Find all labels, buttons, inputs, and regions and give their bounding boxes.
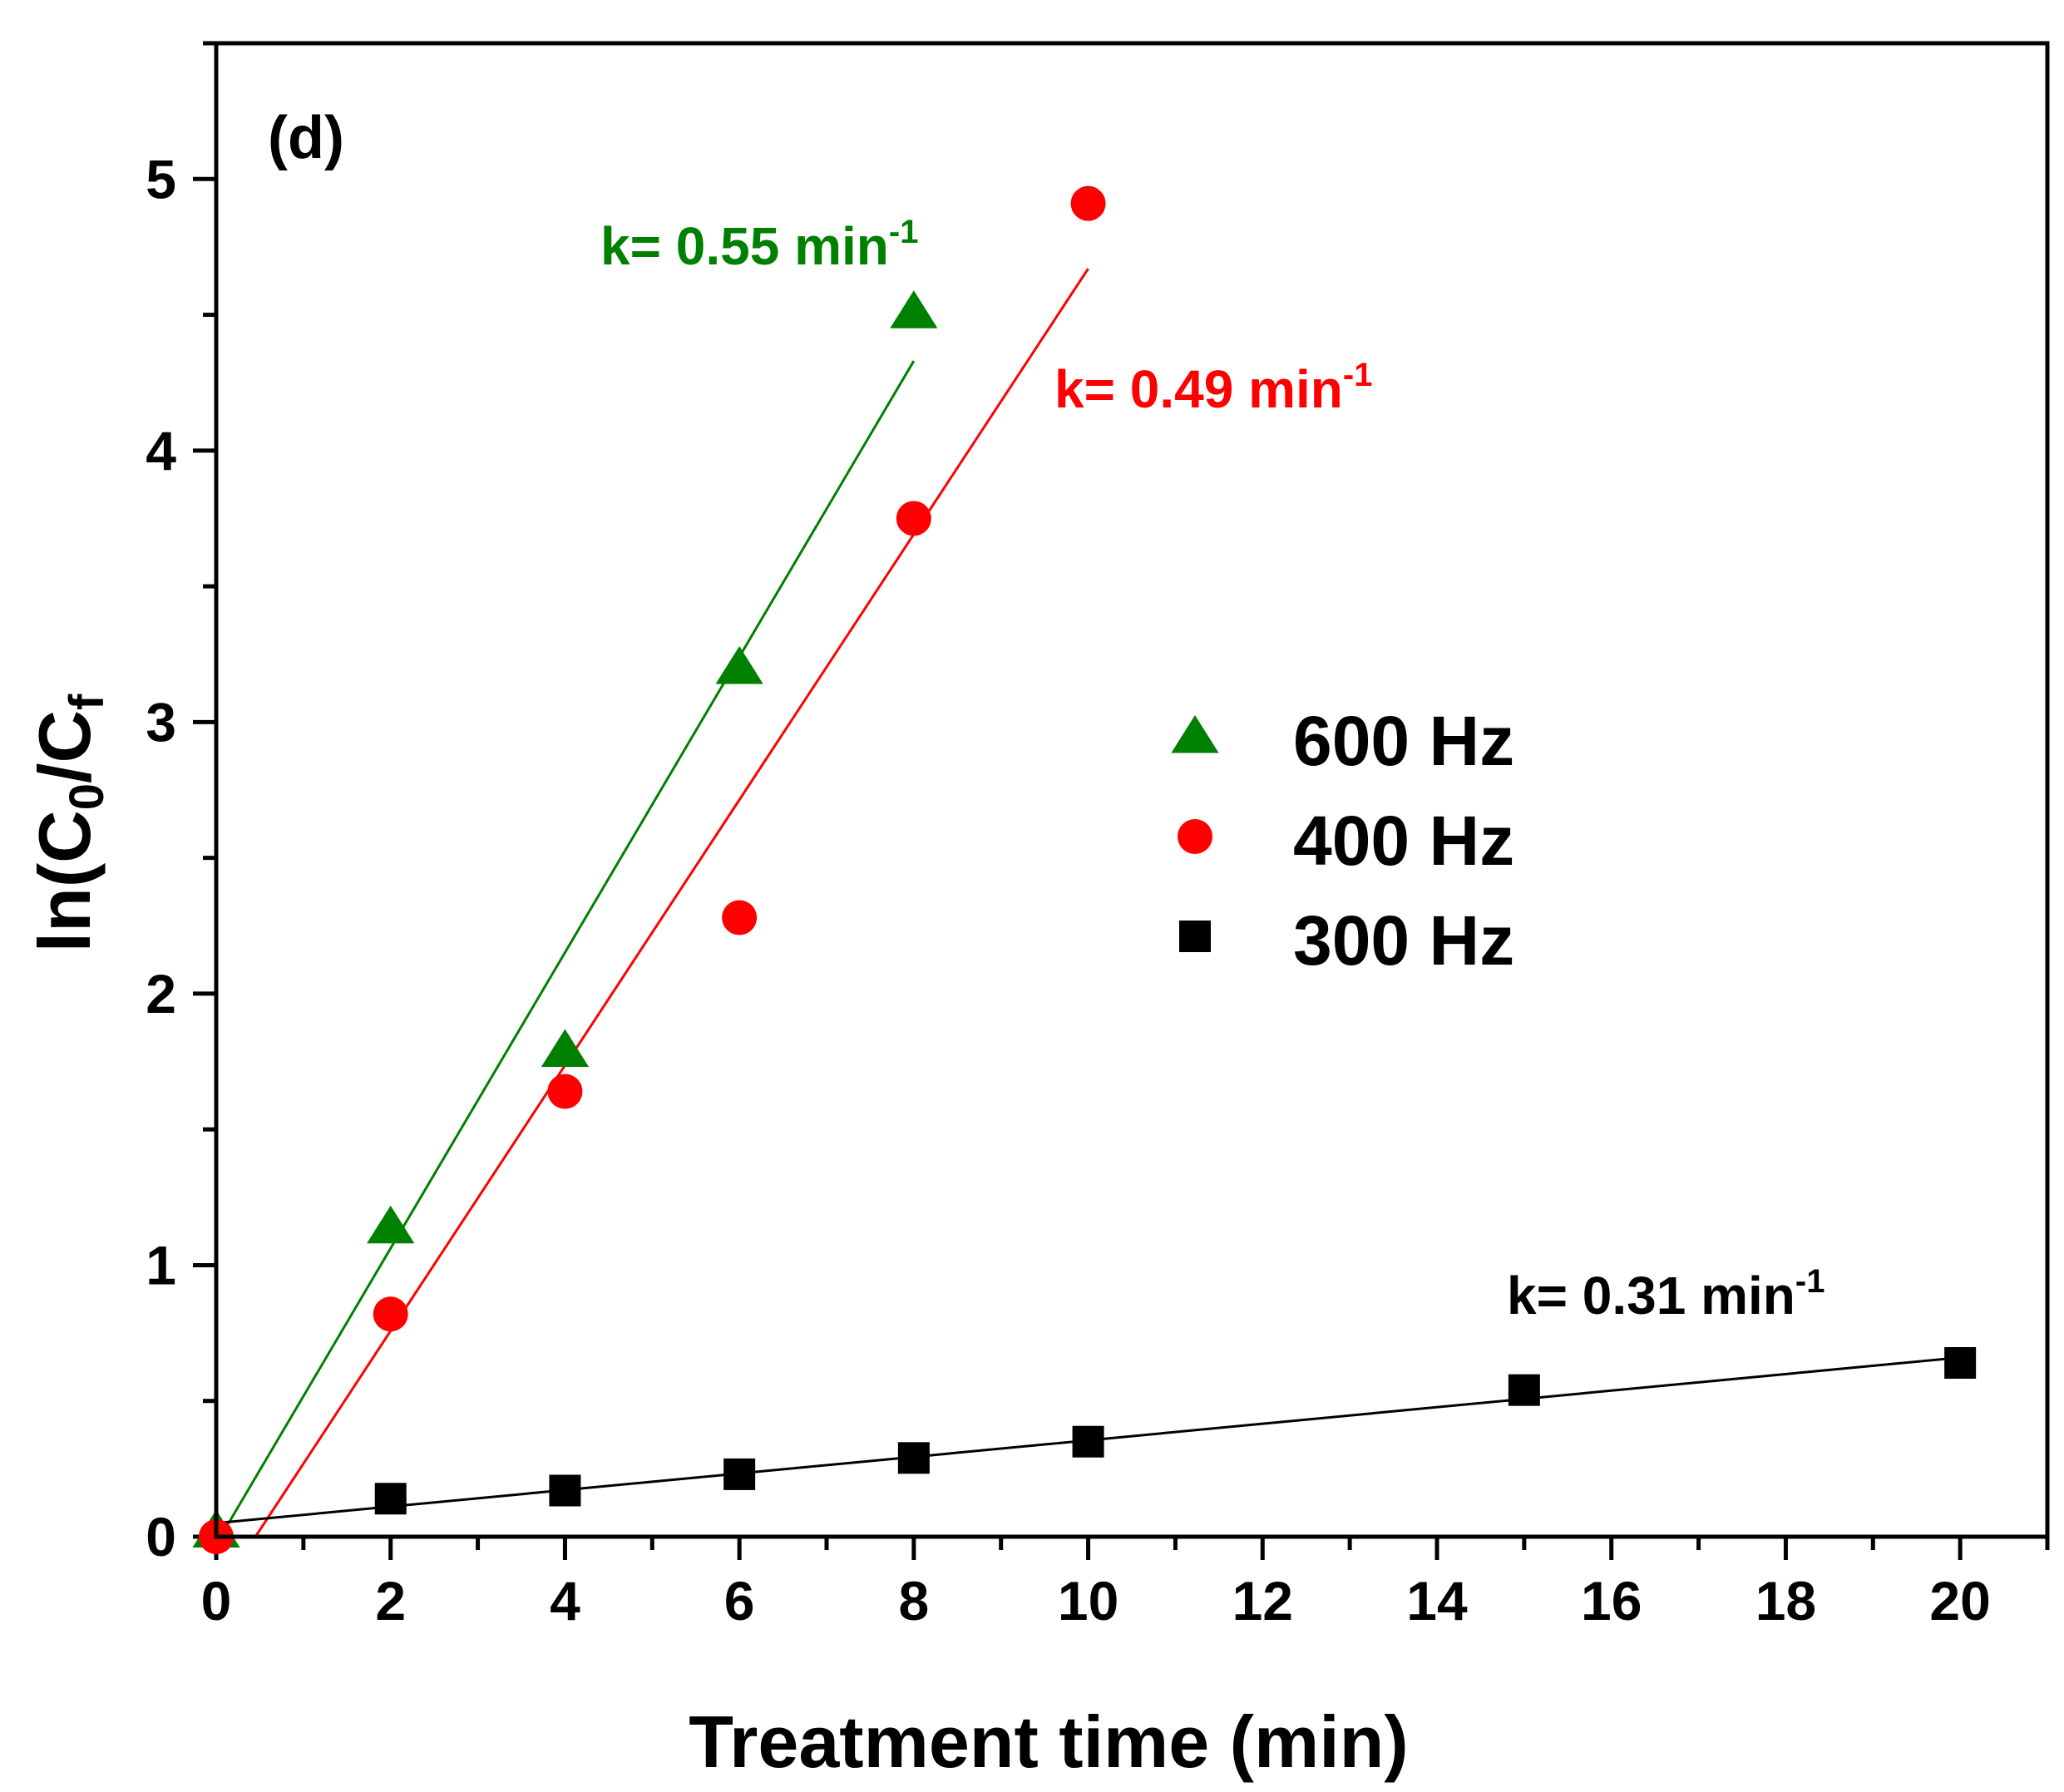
- x-tick-label: 10: [1058, 1570, 1118, 1632]
- data-point: [723, 1458, 756, 1490]
- fit-lines: [215, 268, 1961, 1538]
- data-point: [547, 1074, 583, 1109]
- y-tick-label: 3: [146, 691, 176, 753]
- k-label-600hz: k= 0.55 min-1: [600, 214, 918, 276]
- x-tick-label: 0: [201, 1570, 232, 1632]
- data-point: [374, 1483, 407, 1515]
- y-axis-title-base: ln(C: [23, 810, 106, 952]
- legend-label-400hz: 400 Hz: [1293, 802, 1514, 880]
- data-markers: [192, 185, 1977, 1554]
- data-point: [890, 290, 938, 328]
- y-tick-label: 1: [146, 1234, 176, 1296]
- data-point: [373, 1296, 408, 1332]
- fit-line: [219, 360, 916, 1538]
- x-tick-label: 6: [724, 1570, 755, 1632]
- y-axis-title-sub2: f: [60, 694, 114, 710]
- panel-label: (d): [268, 105, 344, 171]
- k-label-300hz: k= 0.31 min-1: [1507, 1263, 1825, 1325]
- data-point: [722, 900, 758, 935]
- k-label-300hz-sup: -1: [1795, 1263, 1825, 1300]
- plot-frame: [214, 41, 2050, 1539]
- data-point: [1072, 1425, 1104, 1458]
- data-point: [1944, 1347, 1977, 1380]
- y-tick-label: 0: [146, 1506, 176, 1567]
- x-tick-label: 12: [1232, 1570, 1293, 1632]
- legend-marker: [1178, 819, 1212, 854]
- y-axis-title-sub1: 0: [60, 783, 114, 810]
- legend-marker: [1179, 921, 1211, 952]
- legend-label-600hz: 600 Hz: [1293, 702, 1514, 780]
- axis-ticks: [193, 41, 2050, 1560]
- y-tick-label: 5: [146, 148, 176, 210]
- data-point: [1508, 1374, 1540, 1406]
- legend-marker: [1171, 715, 1219, 753]
- y-tick-label: 2: [146, 963, 176, 1024]
- data-point: [715, 646, 763, 684]
- k-labels: k= 0.55 min-1 k= 0.49 min-1 k= 0.31 min-…: [600, 214, 1825, 1325]
- k-label-600hz-text: k= 0.55 min: [600, 216, 889, 276]
- legend-label-300hz: 300 Hz: [1293, 901, 1514, 980]
- data-point: [897, 1442, 930, 1474]
- data-point: [367, 1205, 415, 1244]
- data-point: [1070, 185, 1106, 221]
- x-axis-title: Treatment time (min): [689, 1701, 1408, 1783]
- k-label-400hz-text: k= 0.49 min: [1054, 359, 1343, 419]
- y-axis-title: ln(C0/Cf: [23, 694, 114, 952]
- data-point: [896, 501, 931, 536]
- x-tick-label: 16: [1581, 1570, 1642, 1632]
- x-tick-label: 4: [550, 1570, 580, 1632]
- x-tick-label: 18: [1755, 1570, 1816, 1632]
- x-tick-label: 8: [898, 1570, 929, 1632]
- x-tick-label: 14: [1406, 1570, 1468, 1632]
- legend-markers: [1171, 715, 1219, 952]
- k-label-400hz: k= 0.49 min-1: [1054, 357, 1372, 419]
- data-point: [541, 1029, 590, 1067]
- y-axis-title-mid: /C: [23, 710, 106, 783]
- y-tick-label: 4: [146, 420, 176, 481]
- legend: 600 Hz 400 Hz 300 Hz: [1171, 702, 1514, 980]
- fit-line: [254, 268, 1089, 1538]
- k-label-400hz-sup: -1: [1343, 357, 1373, 393]
- data-point: [549, 1474, 581, 1507]
- x-tick-label: 20: [1929, 1570, 1990, 1632]
- k-label-300hz-text: k= 0.31 min: [1507, 1266, 1795, 1325]
- k-label-600hz-sup: -1: [889, 214, 919, 250]
- x-tick-label: 2: [375, 1570, 406, 1632]
